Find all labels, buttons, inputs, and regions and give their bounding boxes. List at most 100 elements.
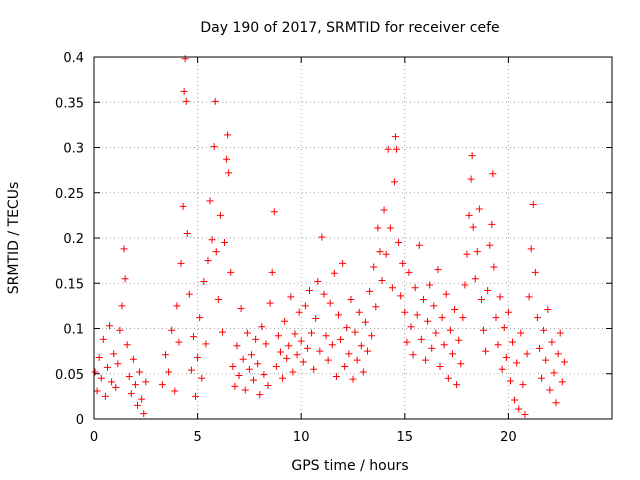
data-point (206, 197, 214, 205)
y-tick-label: 0 (76, 413, 84, 428)
data-point (374, 224, 382, 232)
data-point (343, 324, 351, 332)
data-point (341, 363, 349, 371)
data-point (264, 382, 272, 390)
data-point (326, 299, 334, 307)
x-tick-label: 15 (397, 430, 414, 445)
data-point (258, 323, 266, 331)
data-point (428, 344, 436, 352)
data-point (276, 348, 284, 356)
data-point (376, 248, 384, 256)
data-point (337, 335, 345, 343)
data-point (556, 329, 564, 337)
x-tick-label: 0 (90, 430, 98, 445)
x-axis-label: GPS time / hours (291, 458, 408, 474)
data-point (91, 368, 99, 376)
data-point (101, 392, 109, 400)
data-point (316, 347, 324, 355)
data-point (405, 268, 413, 276)
data-point (214, 296, 222, 304)
data-point (440, 341, 448, 349)
y-tick-label: 0.25 (55, 187, 84, 202)
data-point (183, 229, 191, 237)
data-point (283, 354, 291, 362)
data-point (158, 381, 166, 389)
y-tick-label: 0.1 (63, 323, 84, 338)
data-point (513, 359, 521, 367)
data-point (451, 305, 459, 313)
data-point (515, 405, 523, 413)
data-point (252, 335, 260, 343)
data-point (266, 299, 274, 307)
data-point (426, 281, 434, 289)
data-point (480, 326, 488, 334)
data-point (185, 290, 193, 298)
data-point (550, 369, 558, 377)
data-point (243, 329, 251, 337)
data-point (469, 223, 477, 231)
data-point (359, 368, 367, 376)
data-point (223, 155, 231, 163)
x-tick-label: 20 (500, 430, 517, 445)
data-point (364, 347, 372, 355)
data-point (260, 371, 268, 379)
y-tick-label: 0.3 (63, 142, 84, 157)
data-point (484, 286, 492, 294)
data-point (204, 257, 212, 265)
data-point (415, 241, 423, 249)
data-point (432, 329, 440, 337)
data-point (453, 381, 461, 389)
data-point (198, 374, 206, 382)
data-point (531, 268, 539, 276)
data-point (535, 344, 543, 352)
data-point (558, 378, 566, 386)
data-point (229, 363, 237, 371)
data-point (121, 275, 129, 283)
data-point (554, 350, 562, 358)
data-point (395, 239, 403, 247)
data-point (328, 341, 336, 349)
data-point (527, 245, 535, 253)
y-tick-label: 0.35 (55, 96, 84, 111)
data-point (210, 143, 218, 151)
data-point (211, 97, 219, 105)
data-points (91, 55, 568, 418)
data-point (140, 410, 148, 418)
data-point (125, 372, 133, 380)
data-point (161, 351, 169, 359)
data-point (455, 336, 463, 344)
data-point (457, 360, 465, 368)
data-point (245, 365, 253, 373)
data-point (324, 356, 332, 364)
data-point (548, 338, 556, 346)
data-point (194, 353, 202, 361)
data-point (116, 326, 124, 334)
data-point (355, 308, 363, 316)
data-point (192, 392, 200, 400)
data-point (446, 326, 454, 334)
data-point (345, 350, 353, 358)
data-point (136, 368, 144, 376)
data-point (279, 374, 287, 382)
data-point (393, 145, 401, 153)
data-point (93, 387, 101, 395)
data-point (461, 281, 469, 289)
data-point (436, 363, 444, 371)
data-point (97, 374, 105, 382)
data-point (287, 293, 295, 301)
data-point (247, 351, 255, 359)
data-point (256, 391, 264, 399)
data-point (411, 284, 419, 292)
data-point (444, 374, 452, 382)
axes: 0 5 10 15 20 0 0.05 0.1 0.15 0.2 0.25 0.3 0.35 0.4 (55, 51, 612, 445)
data-point (291, 330, 299, 338)
data-point (353, 356, 361, 364)
data-point (181, 55, 189, 63)
data-point (120, 245, 128, 253)
data-point (399, 259, 407, 267)
data-point (272, 363, 280, 371)
data-point (250, 376, 258, 384)
data-point (489, 170, 497, 178)
data-point (270, 208, 278, 216)
data-point (417, 335, 425, 343)
